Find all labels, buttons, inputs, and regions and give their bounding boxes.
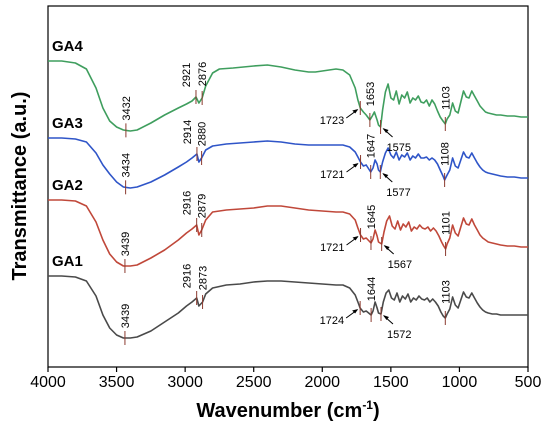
peak-label: 1577 — [386, 187, 410, 199]
peak-label: 1721 — [320, 242, 344, 254]
x-tick-label: 4000 — [30, 374, 66, 391]
x-tick-label: 3500 — [99, 374, 135, 391]
peak-arrowhead — [382, 128, 389, 133]
series-label-ga1: GA1 — [52, 253, 83, 270]
peak-annotation-ga4-3432: 3432 — [121, 96, 133, 138]
series-line-ga4 — [48, 60, 528, 132]
peak-label: 2873 — [198, 266, 210, 290]
peak-arrowhead — [352, 236, 359, 241]
peak-arrowhead — [352, 309, 359, 314]
peak-label: 1103 — [440, 280, 452, 304]
peak-annotation-ga1-1644: 1644 — [366, 277, 378, 322]
peak-label: 3434 — [121, 153, 133, 177]
peak-annotation-ga4-2876: 2876 — [197, 62, 209, 105]
series-line-ga2 — [48, 199, 528, 267]
peak-annotation-ga3-1577: 1577 — [379, 165, 411, 199]
peak-label: 3432 — [121, 96, 133, 120]
peak-annotation-ga4-1723: 1723 — [320, 101, 361, 127]
peak-label: 1645 — [366, 205, 378, 229]
peak-annotation-ga1-2873: 2873 — [198, 266, 210, 309]
peak-annotation-ga1-1724: 1724 — [320, 301, 361, 327]
peak-label: 2916 — [182, 264, 194, 288]
x-axis: 4000 3500 3000 2500 2000 1500 1000 500 — [30, 367, 541, 391]
peak-annotation-ga3-2914: 2914 — [182, 120, 198, 161]
peak-label: 3439 — [120, 232, 132, 256]
series-layer: GA4 GA3 GA2 GA1 — [48, 38, 528, 339]
peak-annotation-ga2-1645: 1645 — [366, 205, 378, 250]
peak-annotation-ga3-1721: 1721 — [320, 155, 362, 181]
peak-label: 1721 — [320, 169, 344, 181]
peak-annotation-ga2-1721: 1721 — [320, 228, 362, 254]
peak-label: 1567 — [388, 259, 412, 271]
peak-label: 1653 — [365, 82, 377, 106]
series-line-ga1 — [48, 275, 528, 339]
peak-arrowhead — [383, 245, 390, 250]
peak-label: 2876 — [197, 62, 209, 86]
peak-label: 2914 — [182, 120, 194, 144]
peak-annotation-ga2-2879: 2879 — [197, 194, 209, 237]
series-label-ga4: GA4 — [52, 38, 84, 55]
peak-label: 2916 — [182, 191, 194, 215]
peak-label: 2879 — [197, 194, 209, 218]
x-tick-label: 2500 — [236, 374, 272, 391]
peak-label: 1724 — [320, 315, 344, 327]
peak-arrowhead — [382, 315, 389, 320]
peak-label: 1575 — [387, 142, 411, 154]
peak-label: 1723 — [320, 115, 344, 127]
peak-annotation-ga4-1575: 1575 — [380, 120, 411, 154]
peak-arrowhead — [352, 163, 359, 168]
x-tick-label: 3000 — [167, 374, 203, 391]
x-axis-label-text: Wavenumber (cm — [196, 400, 362, 422]
peak-annotation-ga1-1103: 1103 — [440, 280, 452, 325]
series-label-ga2: GA2 — [52, 177, 83, 194]
peak-label: 1647 — [366, 134, 378, 158]
x-tick-label: 1500 — [373, 374, 409, 391]
peak-annotation-ga3-3434: 3434 — [121, 153, 133, 195]
peak-annotation-ga4-2921: 2921 — [181, 63, 197, 104]
peak-label: 3439 — [120, 304, 132, 328]
x-tick-label: 1000 — [442, 374, 478, 391]
peak-annotation-ga3-1108: 1108 — [440, 142, 452, 187]
peak-annotation-ga4-1103: 1103 — [440, 86, 452, 131]
peak-label: 1101 — [441, 211, 453, 235]
peak-annotation-ga1-2916: 2916 — [182, 264, 198, 305]
peak-annotation-ga3-2880: 2880 — [197, 122, 209, 165]
x-axis-label: Wavenumber (cm-1) — [196, 398, 379, 422]
peak-annotation-ga2-2916: 2916 — [182, 191, 198, 232]
x-axis-label-close: ) — [373, 400, 380, 422]
x-axis-label-superscript: -1 — [362, 398, 373, 412]
x-tick-label: 2000 — [304, 374, 340, 391]
series-line-ga3 — [48, 137, 528, 189]
peak-annotation-ga2-3439: 3439 — [120, 232, 132, 273]
peak-label: 1108 — [440, 142, 452, 166]
x-tick-label: 500 — [515, 374, 542, 391]
peak-annotations: 3432 2921 2876 1723 1653 1575 1103 3434 2914 2880… — [120, 62, 453, 345]
peak-label: 2880 — [197, 122, 209, 146]
peak-annotation-ga2-1101: 1101 — [441, 211, 453, 256]
peak-annotation-ga3-1647: 1647 — [366, 134, 378, 179]
peak-annotation-ga2-1567: 1567 — [381, 237, 412, 271]
peak-label: 1103 — [440, 86, 452, 110]
y-axis-label: Transmittance (a.u.) — [9, 92, 31, 281]
peak-label: 1644 — [366, 277, 378, 301]
peak-arrowhead — [352, 109, 359, 114]
peak-annotation-ga4-1653: 1653 — [365, 82, 377, 127]
peak-annotation-ga1-3439: 3439 — [120, 304, 132, 345]
series-label-ga3: GA3 — [52, 115, 83, 132]
peak-arrowhead — [382, 173, 389, 178]
peak-label: 1572 — [387, 329, 411, 341]
peak-label: 2921 — [181, 63, 193, 87]
peak-annotation-ga1-1572: 1572 — [380, 307, 411, 341]
plot-frame — [47, 5, 529, 368]
